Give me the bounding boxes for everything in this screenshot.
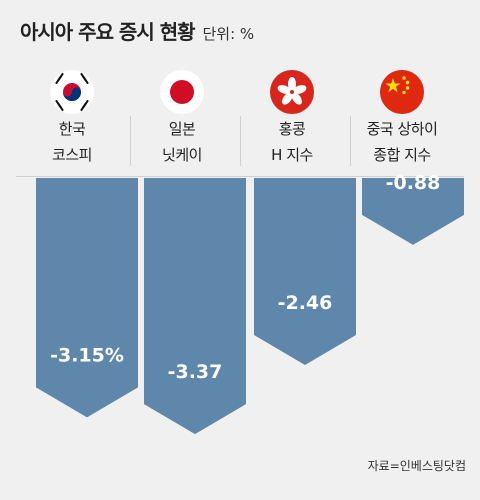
hong-kong-flag-icon xyxy=(270,70,314,114)
china-flag-icon xyxy=(380,70,424,114)
category-label-japan: 일본 닛케이 xyxy=(132,116,232,168)
category-label-korea: 한국 코스피 xyxy=(22,116,122,168)
bar-value-label-1: -3.37 xyxy=(168,361,223,383)
category-label-line2: 코스피 xyxy=(52,146,92,164)
category-label-line1: 일본 xyxy=(168,120,196,138)
column-divider xyxy=(130,116,131,166)
category-label-line1: 홍콩 xyxy=(278,120,306,138)
category-label-line1: 중국 상하이 xyxy=(366,120,438,138)
bar-3 xyxy=(362,178,464,245)
japan-flag-icon xyxy=(160,70,204,114)
unit-label: 단위: % xyxy=(202,25,255,43)
bar-value-label-2: -2.46 xyxy=(278,292,333,314)
title-row: 아시아 주요 증시 현황 단위: % xyxy=(20,16,254,45)
category-label-line2: 닛케이 xyxy=(162,146,202,164)
category-label-line1: 한국 xyxy=(58,120,86,138)
category-label-line2: H 지수 xyxy=(271,146,313,164)
bar-value-label-3: -0.88 xyxy=(386,172,441,194)
south-korea-flag-icon xyxy=(50,70,94,114)
category-label-china: 중국 상하이 종합 지수 xyxy=(352,116,452,168)
zero-baseline xyxy=(16,176,464,177)
bar-value-label-0: -3.15% xyxy=(50,344,124,366)
column-divider xyxy=(240,116,241,166)
column-divider xyxy=(350,116,351,166)
category-label-line2: 종합 지수 xyxy=(373,146,431,164)
chart-title: 아시아 주요 증시 현황 xyxy=(20,20,195,44)
category-label-hongkong: 홍콩 H 지수 xyxy=(242,116,342,168)
source-note: 자료=인베스팅닷컴 xyxy=(367,459,466,473)
bar-2 xyxy=(254,178,356,365)
bar-0 xyxy=(36,178,138,418)
bar-1 xyxy=(144,178,246,435)
